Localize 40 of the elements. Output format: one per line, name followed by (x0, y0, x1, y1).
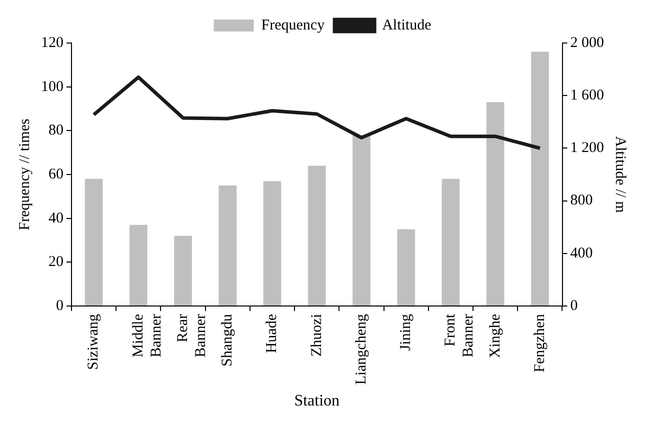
bar (130, 224, 148, 306)
bar (442, 178, 460, 306)
y2-axis-title: Altitude // m (612, 136, 628, 214)
y2-tick-label: 800 (570, 192, 593, 209)
y-tick-label: 60 (48, 166, 64, 182)
legend-label: Altitude (382, 17, 432, 34)
y-tick-label: 40 (48, 210, 64, 226)
y-tick-label: 100 (41, 78, 64, 95)
bar (84, 178, 103, 306)
x-tick-label: Huade (264, 314, 280, 354)
x-tick-label: Fengzhen (532, 314, 548, 372)
bar (218, 185, 237, 306)
bar (397, 229, 416, 306)
y2-tick-label: 0 (570, 298, 578, 314)
legend-label: Frequency (261, 17, 326, 34)
y-tick-label: 20 (48, 254, 64, 270)
y2-tick-label: 1 600 (570, 88, 604, 104)
y2-tick-label: 2 000 (570, 34, 604, 51)
y-tick-label: 80 (48, 122, 64, 139)
y-tick-label: 120 (41, 34, 64, 51)
x-axis-title: Station (294, 392, 340, 410)
y-tick-label: 0 (56, 298, 64, 314)
y2-tick-label: 1 200 (570, 140, 604, 156)
x-tick-label: Shangdu (220, 313, 236, 366)
x-tick-label: Jining (398, 314, 414, 351)
bar (486, 102, 504, 306)
x-tick-label: Middle Banner (130, 314, 164, 358)
bar (174, 236, 192, 306)
y2-tick-label: 400 (570, 245, 593, 262)
bar (352, 135, 370, 306)
bar (531, 52, 549, 306)
x-tick-label: Liangcheng (353, 314, 370, 385)
x-tick-label: Rear Banner (174, 314, 209, 358)
x-tick-label: Xinghe (487, 314, 504, 358)
bar (263, 181, 282, 306)
x-tick-label: Siziwang (86, 314, 102, 370)
x-tick-label: Zhuozi (308, 314, 325, 356)
bar (308, 166, 326, 306)
y-axis-title: Frequency // times (16, 118, 33, 230)
x-tick-label: Front Banner (442, 313, 477, 358)
